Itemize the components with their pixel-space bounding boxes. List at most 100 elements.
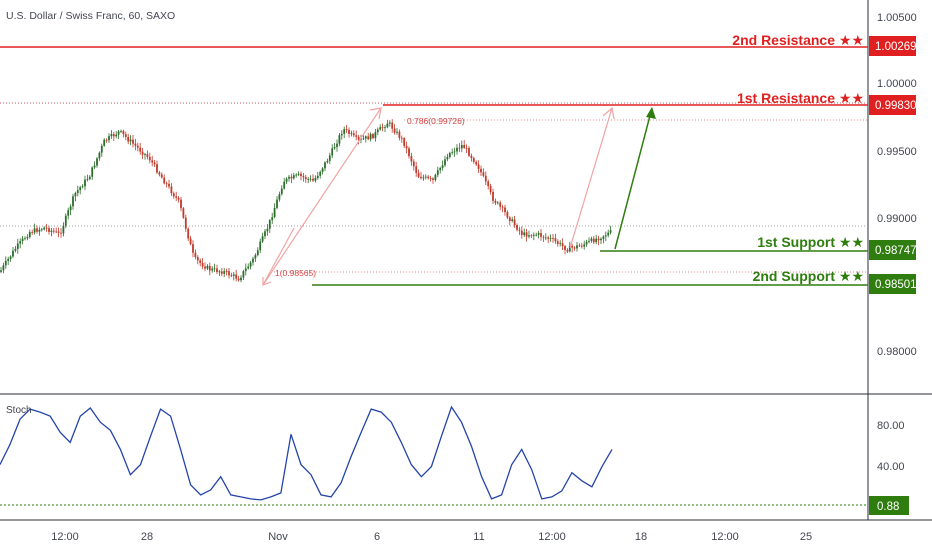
candle	[355, 135, 358, 137]
candle	[530, 235, 533, 237]
candle	[244, 268, 247, 272]
candle	[492, 192, 494, 201]
price-tick: 0.98000	[877, 346, 917, 358]
candle	[379, 127, 382, 130]
candle	[208, 265, 211, 271]
time-tick: 12:00	[51, 531, 79, 543]
candle	[194, 252, 197, 258]
price-tag-res2: 1.00269	[869, 36, 917, 56]
candle	[163, 177, 166, 184]
candle	[532, 234, 535, 236]
candle	[499, 202, 502, 207]
candle	[81, 186, 84, 188]
candle	[516, 225, 518, 230]
candle	[261, 236, 264, 242]
candle	[324, 162, 326, 169]
candle	[31, 232, 34, 233]
candle	[60, 232, 62, 234]
candle	[422, 177, 425, 179]
candle	[273, 207, 276, 218]
candle	[175, 196, 178, 198]
time-tick: 12:00	[711, 531, 739, 543]
res2-label: 2nd Resistance ★★	[732, 32, 864, 48]
main-pane	[0, 0, 868, 520]
candle	[158, 172, 161, 175]
candle	[151, 160, 154, 163]
price-tag-sup1: 0.98747	[869, 240, 917, 260]
candle	[16, 243, 19, 249]
candle	[280, 188, 283, 195]
candle	[410, 156, 413, 162]
candle	[429, 178, 432, 179]
svg-text:0.99830: 0.99830	[875, 100, 917, 112]
candle	[292, 175, 295, 179]
candle	[314, 178, 317, 181]
candle	[136, 145, 139, 148]
candle	[590, 238, 593, 241]
candle	[333, 147, 336, 149]
candle	[117, 131, 120, 135]
candle	[602, 236, 605, 239]
candle	[122, 130, 125, 135]
candle	[444, 159, 446, 166]
candle	[266, 228, 269, 232]
candle	[24, 238, 26, 240]
candle	[331, 148, 334, 156]
candle	[304, 177, 307, 180]
candle	[36, 228, 38, 232]
candle	[115, 134, 118, 137]
candle	[110, 134, 113, 137]
candle	[98, 152, 101, 159]
candle	[7, 258, 10, 261]
time-tick: 12:00	[538, 531, 566, 543]
candle	[600, 238, 602, 241]
candle	[52, 230, 55, 232]
candle	[386, 123, 389, 128]
candle	[482, 172, 485, 176]
candle	[237, 278, 240, 281]
candle	[105, 139, 108, 141]
candle	[285, 178, 288, 182]
candle	[232, 274, 235, 276]
candle	[376, 129, 379, 133]
candle	[38, 229, 41, 232]
price-tag-sup2: 0.98501	[869, 274, 917, 294]
candle	[453, 151, 456, 153]
candle	[506, 212, 509, 218]
fib-low-label: 1(0.98565)	[275, 268, 316, 278]
candle	[199, 260, 202, 263]
candle	[424, 176, 427, 178]
candle	[352, 133, 355, 136]
candle	[336, 143, 338, 148]
stoch-label: Stoch	[6, 405, 32, 416]
candle	[343, 129, 346, 134]
candle	[141, 151, 144, 155]
sup2-label: 2nd Support ★★	[753, 268, 864, 284]
candle	[12, 250, 14, 257]
candle	[518, 229, 521, 231]
candle	[45, 227, 48, 229]
candle	[408, 148, 410, 157]
candle	[367, 136, 370, 140]
res1-label: 1st Resistance ★★	[737, 90, 864, 106]
svg-text:1.00269: 1.00269	[875, 41, 917, 53]
candle	[240, 277, 242, 281]
time-tick: 25	[800, 531, 812, 543]
candle	[441, 165, 444, 168]
candle	[326, 160, 329, 163]
candle	[57, 231, 60, 233]
candle	[252, 258, 254, 263]
time-tick: 11	[473, 531, 484, 543]
arrowhead	[602, 106, 615, 120]
candle	[403, 138, 406, 146]
candle	[144, 154, 146, 155]
stoch-line	[0, 405, 613, 501]
candle	[0, 270, 2, 272]
candle	[127, 136, 130, 142]
candle	[580, 245, 583, 247]
candle	[460, 144, 463, 149]
candle	[400, 137, 403, 139]
candle	[74, 193, 77, 197]
candle	[295, 174, 298, 176]
